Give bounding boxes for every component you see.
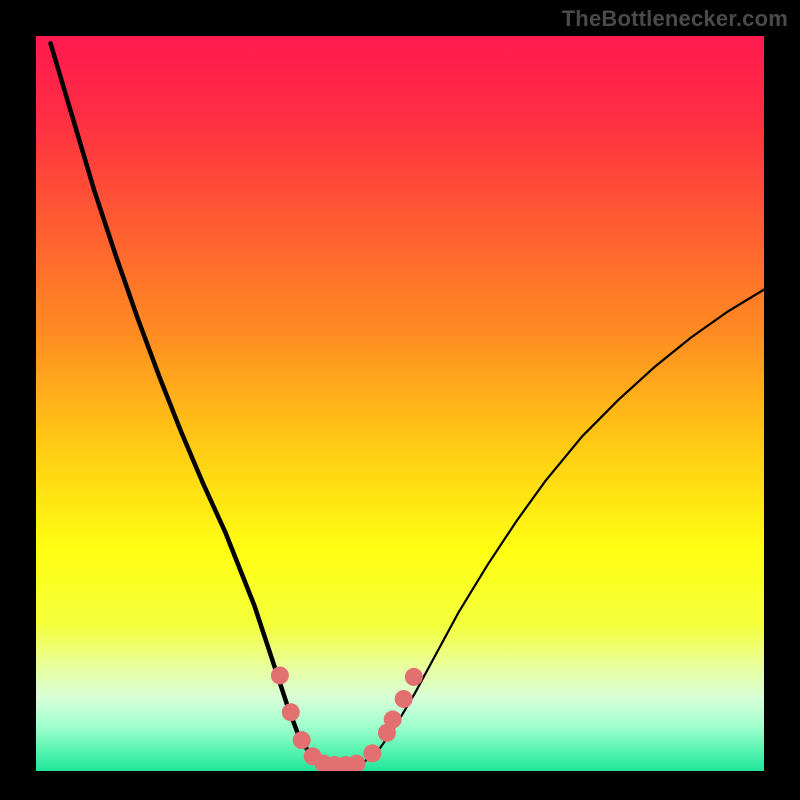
data-marker <box>363 744 381 762</box>
data-marker <box>395 690 413 708</box>
data-marker <box>271 666 289 684</box>
data-marker <box>282 703 300 721</box>
bottleneck-chart <box>36 36 764 771</box>
watermark-text: TheBottlenecker.com <box>562 6 788 32</box>
data-marker <box>405 668 423 686</box>
data-marker <box>293 731 311 749</box>
plot-background <box>36 36 764 771</box>
data-marker <box>384 711 402 729</box>
chart-frame: TheBottlenecker.com <box>0 0 800 800</box>
